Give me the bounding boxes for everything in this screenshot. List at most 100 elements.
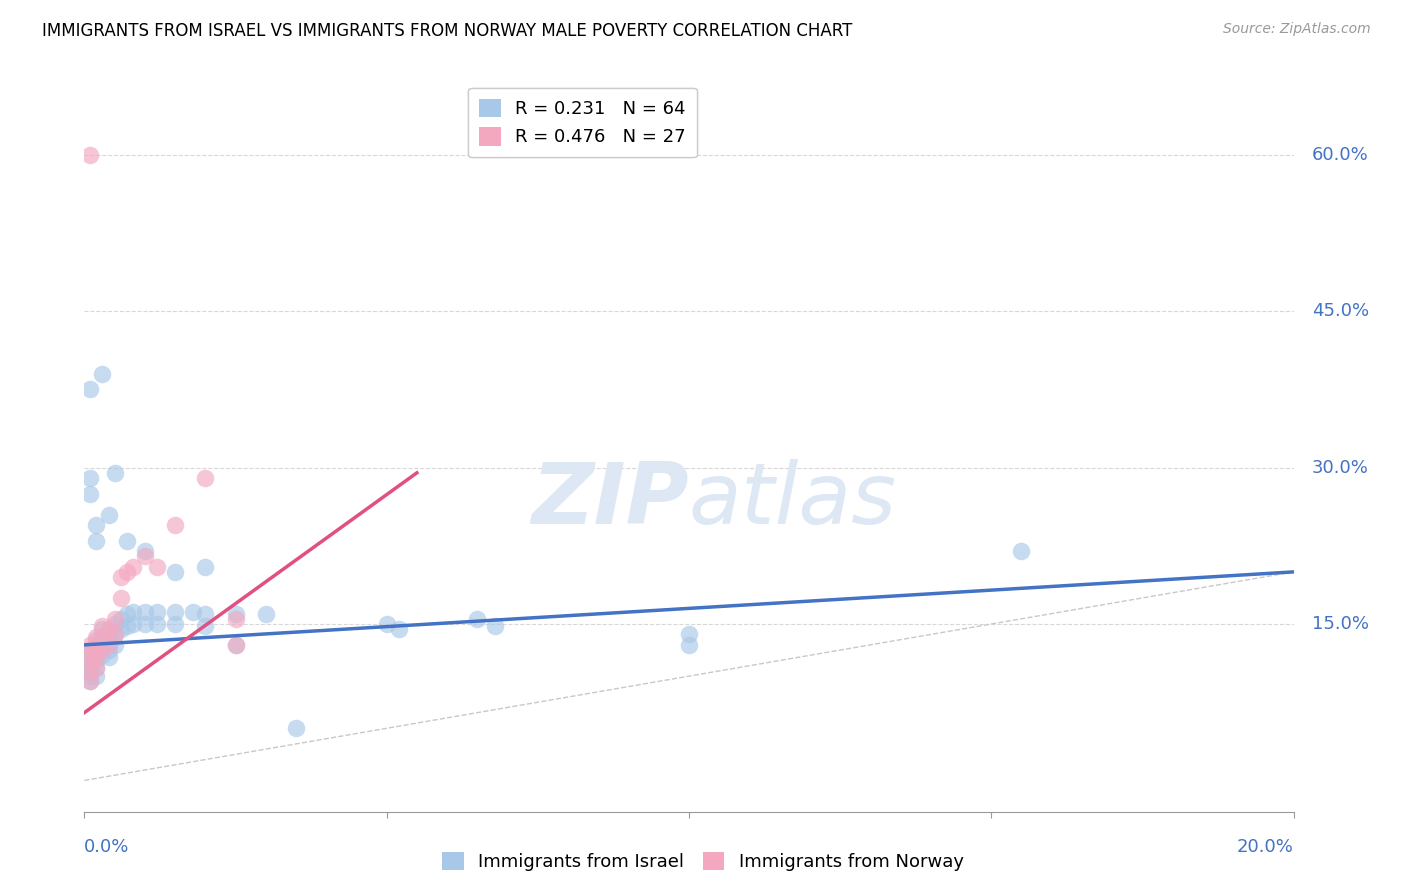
Point [86,661,108,675]
Point [91,622,114,636]
Point [115,565,138,579]
Point [91,630,114,644]
Point [86,653,108,667]
Point [1011,544,1033,558]
Point [225,638,247,652]
Point [121,605,143,619]
Point [104,627,127,641]
Text: 0.0%: 0.0% [84,838,129,855]
Point [115,607,138,621]
Point [79,648,101,663]
Point [86,646,108,660]
Point [285,721,308,735]
Point [97,643,120,657]
Point [134,605,156,619]
Point [79,669,101,683]
Point [104,638,127,652]
Point [121,559,143,574]
Point [79,471,101,485]
Point [110,570,132,584]
Point [97,638,120,652]
Point [86,640,108,654]
Point [79,486,101,500]
Point [467,612,489,626]
Point [194,619,217,633]
Point [79,653,101,667]
Legend: R = 0.231   N = 64, R = 0.476   N = 27: R = 0.231 N = 64, R = 0.476 N = 27 [468,87,696,157]
Point [104,617,127,632]
Point [146,559,169,574]
Point [97,508,120,522]
Point [165,565,187,579]
Point [79,383,101,397]
Point [79,664,101,678]
Text: 45.0%: 45.0% [1312,302,1369,320]
Point [225,612,247,626]
Point [678,627,700,641]
Point [97,636,120,650]
Point [97,627,120,641]
Point [91,619,114,633]
Point [97,650,120,665]
Point [115,533,138,548]
Text: Source: ZipAtlas.com: Source: ZipAtlas.com [1223,22,1371,37]
Point [79,148,101,162]
Point [110,612,132,626]
Point [79,674,101,689]
Point [146,617,169,632]
Point [225,607,247,621]
Point [86,669,108,683]
Point [388,622,411,636]
Point [134,544,156,558]
Point [194,471,217,485]
Point [115,619,138,633]
Point [86,640,108,654]
Point [79,674,101,689]
Text: 30.0%: 30.0% [1312,458,1368,476]
Point [91,367,114,381]
Text: 20.0%: 20.0% [1237,838,1294,855]
Point [86,533,108,548]
Point [165,617,187,632]
Point [104,612,127,626]
Point [254,607,277,621]
Point [104,627,127,641]
Point [79,658,101,673]
Text: IMMIGRANTS FROM ISRAEL VS IMMIGRANTS FROM NORWAY MALE POVERTY CORRELATION CHART: IMMIGRANTS FROM ISRAEL VS IMMIGRANTS FRO… [42,22,852,40]
Point [121,617,143,632]
Point [678,638,700,652]
Point [134,549,156,564]
Point [91,630,114,644]
Point [194,607,217,621]
Point [181,605,204,619]
Point [79,653,101,667]
Legend: Immigrants from Israel, Immigrants from Norway: Immigrants from Israel, Immigrants from … [434,845,972,879]
Point [79,646,101,660]
Point [146,605,169,619]
Point [91,643,114,657]
Point [86,518,108,533]
Point [110,622,132,636]
Point [86,661,108,675]
Point [110,591,132,605]
Point [91,638,114,652]
Text: atlas: atlas [689,459,897,542]
Point [484,619,506,633]
Point [194,559,217,574]
Point [86,650,108,665]
Point [86,630,108,644]
Text: 60.0%: 60.0% [1312,145,1368,164]
Text: ZIP: ZIP [531,459,689,542]
Point [79,664,101,678]
Text: 15.0%: 15.0% [1312,615,1368,633]
Point [91,648,114,663]
Point [225,638,247,652]
Point [97,622,120,636]
Point [79,643,101,657]
Point [165,605,187,619]
Point [79,638,101,652]
Point [375,617,398,632]
Point [104,466,127,480]
Point [165,518,187,533]
Point [86,632,108,647]
